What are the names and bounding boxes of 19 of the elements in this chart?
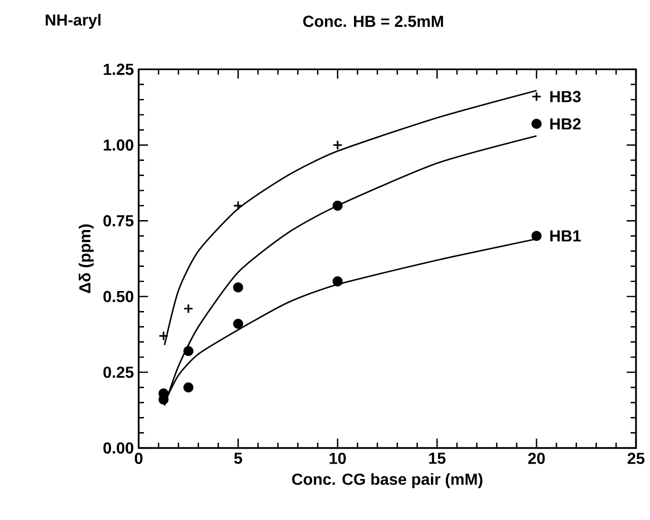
legend-label: HB3 bbox=[550, 90, 581, 102]
chart-title: Conc. HB = 2.5mM bbox=[303, 16, 444, 27]
x-tick-label: 15 bbox=[429, 452, 446, 464]
x-tick-label: 10 bbox=[330, 452, 346, 464]
y-tick-label: 0.25 bbox=[103, 366, 134, 378]
y-tick-label: 0.75 bbox=[103, 215, 134, 226]
text: NH-aryl bbox=[46, 14, 100, 29]
x-tick-label: 5 bbox=[234, 452, 242, 464]
series-label: HB2 bbox=[550, 118, 581, 130]
x-axis-title: Conc. CG base pair (mM) bbox=[292, 473, 482, 488]
x-tick-label: 0 bbox=[134, 452, 142, 464]
y-tick-label: 0.50 bbox=[103, 290, 134, 302]
x-tick-label: 25 bbox=[628, 452, 644, 464]
y-tick-label: 1.25 bbox=[104, 64, 134, 75]
y-tick-label: 1.00 bbox=[104, 139, 134, 151]
y-axis-title: Δδ (ppm) bbox=[78, 224, 94, 294]
y-tick-label: 0.00 bbox=[103, 442, 134, 454]
series-label: HB1 bbox=[550, 230, 581, 242]
x-tick-label: 20 bbox=[528, 452, 545, 464]
